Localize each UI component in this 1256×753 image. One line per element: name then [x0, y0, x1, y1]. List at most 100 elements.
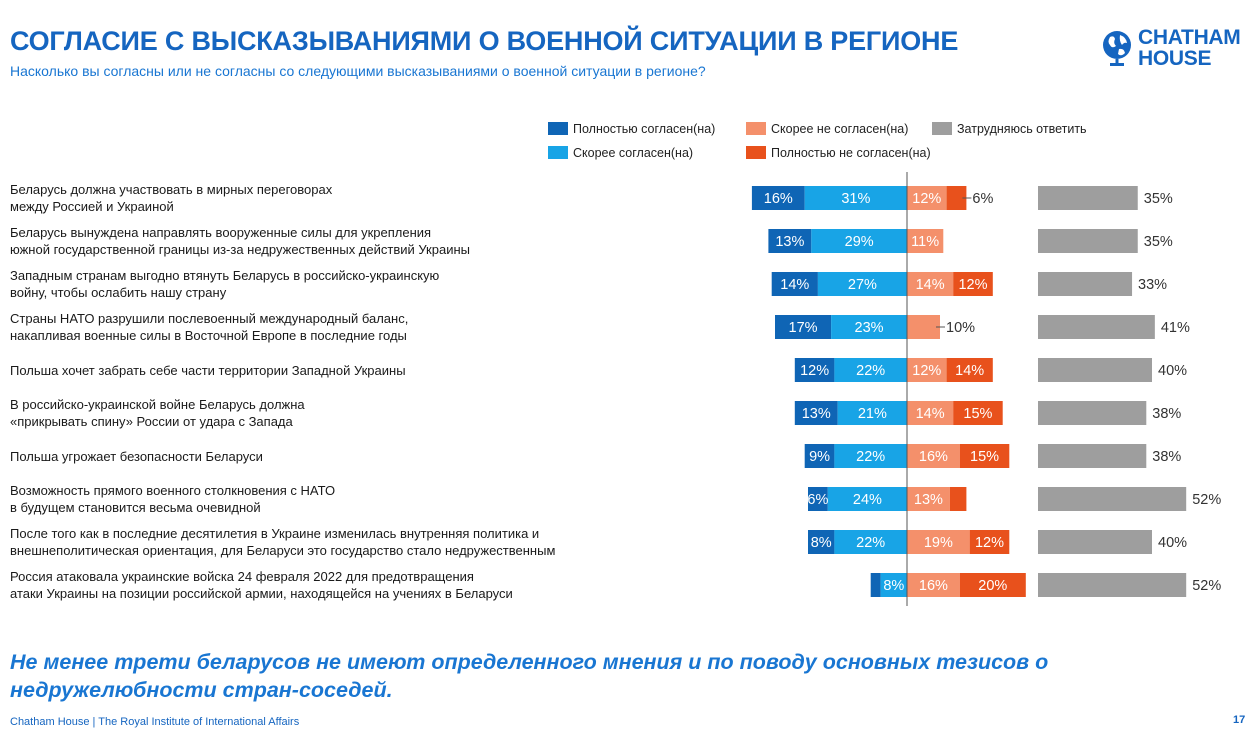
data-label-rather-agree: 21%	[858, 406, 887, 422]
bar-rather-agree	[834, 358, 907, 382]
data-label-fully-disagree: 10%	[946, 320, 975, 336]
statement-label-line: Польша хочет забрать себе части территор…	[10, 362, 406, 378]
bar-fully-agree	[870, 573, 881, 597]
bar-fully-agree	[794, 401, 838, 425]
bar-dont-know	[1038, 487, 1187, 511]
statement-label-line: южной государственной границы из-за недр…	[10, 242, 470, 257]
bar-fully-disagree	[969, 530, 1010, 554]
legend-label: Полностью согласен(на)	[573, 122, 716, 136]
data-label-rather-agree: 29%	[845, 234, 874, 250]
statement-label-line: Беларусь вынуждена направлять вооруженны…	[10, 225, 432, 240]
data-label-fully-disagree: 15%	[970, 449, 999, 465]
bar-dont-know	[1038, 272, 1133, 296]
legend-label: Полностью не согласен(на)	[771, 146, 931, 160]
logo-line-2: HOUSE	[1138, 47, 1212, 70]
data-label-rather-disagree: 19%	[924, 535, 953, 551]
bar-rather-agree	[880, 573, 907, 597]
statement-label-line: накапливая военные силы в Восточной Евро…	[10, 328, 407, 343]
statement-label-line: внешнеполитическая ориентация, для Белар…	[10, 543, 556, 558]
statement-label-line: Беларусь должна участвовать в мирных пер…	[10, 182, 333, 197]
bar-rather-agree	[811, 229, 907, 253]
bar-fully-disagree	[953, 401, 1003, 425]
bar-rather-agree	[837, 401, 907, 425]
statement-label-line: атаки Украины на позиции российской арми…	[10, 586, 513, 601]
chatham-house-logo: CHATHAM HOUSE	[1100, 27, 1250, 75]
legend-item-rather-disagree: Скорее не согласен(на)	[746, 121, 908, 137]
statement-label-line: «прикрывать спину» России от удара с Зап…	[10, 414, 293, 429]
bar-fully-agree	[808, 530, 835, 554]
legend-swatch	[746, 146, 766, 159]
legend-swatch	[548, 122, 568, 135]
bar-rather-disagree	[907, 530, 970, 554]
statement-label-line: После того как в последние десятилетия в…	[10, 526, 540, 541]
legend-label: Затрудняюсь ответить	[957, 122, 1087, 136]
data-label-rather-agree: 22%	[856, 535, 885, 551]
bar-rather-agree	[804, 186, 907, 210]
bar-fully-disagree	[946, 358, 993, 382]
data-label-rather-agree: 24%	[853, 492, 882, 508]
page-title: СОГЛАСИЕ С ВЫСКАЗЫВАНИЯМИ О ВОЕННОЙ СИТУ…	[10, 26, 959, 56]
data-label-rather-agree: 23%	[855, 320, 884, 336]
data-label-rather-disagree: 11%	[911, 234, 939, 250]
bar-fully-disagree	[953, 272, 993, 296]
data-label-fully-agree: 9%	[809, 449, 830, 465]
legend-item-dont-know: Затрудняюсь ответить	[932, 121, 1087, 137]
legend-swatch	[548, 146, 568, 159]
globe-icon	[1103, 31, 1131, 66]
data-label-rather-disagree: 14%	[916, 277, 945, 293]
bar-dont-know	[1038, 358, 1152, 382]
bar-fully-agree	[804, 444, 835, 468]
data-label-fully-disagree: 14%	[955, 363, 984, 379]
bar-rather-disagree	[907, 186, 947, 210]
statement-label: Беларусь вынуждена направлять вооруженны…	[10, 224, 700, 258]
statement-label-line: войну, чтобы ослабить нашу страну	[10, 285, 227, 300]
bar-rather-disagree	[907, 358, 947, 382]
legend-swatch	[932, 122, 952, 135]
statement-label-line: в будущем становится весьма очевидной	[10, 500, 261, 515]
bar-fully-agree	[808, 487, 828, 511]
statement-label: В российско-украинской войне Беларусь до…	[10, 396, 700, 430]
data-label-fully-agree: 12%	[800, 363, 829, 379]
statement-label: Западным странам выгодно втянуть Беларус…	[10, 267, 700, 301]
bar-fully-disagree	[959, 573, 1026, 597]
bar-dont-know	[1038, 573, 1187, 597]
bar-dont-know	[1038, 444, 1147, 468]
data-label-dont-know: 41%	[1161, 320, 1190, 336]
data-label-rather-disagree: 12%	[912, 191, 941, 207]
bar-rather-agree	[827, 487, 907, 511]
bar-rather-agree	[834, 444, 907, 468]
data-label-dont-know: 52%	[1192, 492, 1221, 508]
statement-label: Польша хочет забрать себе части территор…	[10, 362, 700, 379]
data-label-rather-disagree: 12%	[912, 363, 941, 379]
data-label-rather-disagree: 13%	[914, 492, 943, 508]
data-label-dont-know: 40%	[1158, 535, 1187, 551]
bar-dont-know	[1038, 186, 1138, 210]
bar-dont-know	[1038, 530, 1152, 554]
data-label-fully-disagree: 20%	[978, 578, 1007, 594]
statement-label: Беларусь должна участвовать в мирных пер…	[10, 181, 700, 215]
statement-label-line: Западным странам выгодно втянуть Беларус…	[10, 268, 440, 283]
bar-fully-agree	[775, 315, 832, 339]
statement-label-line: В российско-украинской войне Беларусь до…	[10, 397, 305, 412]
data-label-rather-disagree: 16%	[919, 578, 948, 594]
data-label-dont-know: 40%	[1158, 363, 1187, 379]
bar-rather-disagree	[907, 573, 960, 597]
footer-text: Chatham House | The Royal Institute of I…	[10, 716, 300, 728]
data-label-fully-disagree: 12%	[958, 277, 987, 293]
page-number: 17	[1233, 714, 1246, 726]
data-label-rather-agree: 22%	[856, 363, 885, 379]
statement-label-line: Страны НАТО разрушили послевоенный между…	[10, 311, 409, 326]
bar-fully-agree	[794, 358, 835, 382]
page-subtitle: Насколько вы согласны или не согласны со…	[10, 63, 706, 79]
legend-swatch	[746, 122, 766, 135]
legend-label: Скорее не согласен(на)	[771, 122, 909, 136]
data-label-fully-disagree: 15%	[963, 406, 992, 422]
bar-fully-disagree	[959, 444, 1010, 468]
bar-fully-agree	[751, 186, 805, 210]
statement-label: Россия атаковала украинские войска 24 фе…	[10, 568, 700, 602]
statement-label: Страны НАТО разрушили послевоенный между…	[10, 310, 700, 344]
data-label-dont-know: 38%	[1152, 406, 1181, 422]
bar-rather-disagree	[907, 229, 944, 253]
bar-dont-know	[1038, 401, 1147, 425]
conclusion-text: Не менее трети беларусов не имеют опреде…	[10, 650, 1049, 702]
